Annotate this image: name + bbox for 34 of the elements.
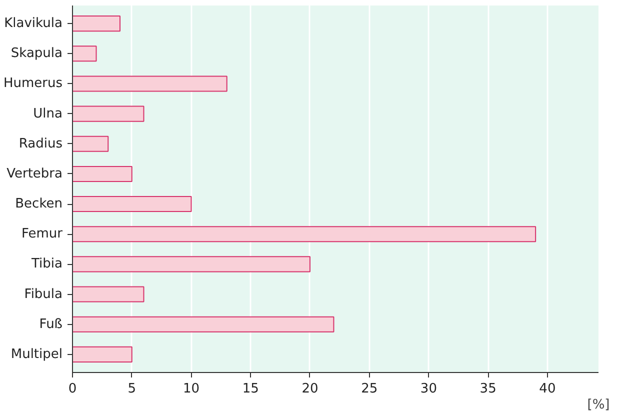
y-tick-label: Humerus: [3, 76, 63, 92]
y-tick-label: Klavikula: [4, 16, 63, 32]
y-tick-label: Vertebra: [6, 166, 63, 182]
y-tick-label: Fuß: [39, 316, 63, 332]
bar: [72, 136, 109, 152]
x-tick-label: 25: [361, 382, 378, 396]
x-tick-label: 15: [242, 382, 259, 396]
bar: [72, 76, 228, 92]
x-tick-label: 5: [128, 382, 136, 396]
bar: [72, 46, 97, 62]
bar: [72, 256, 310, 272]
x-tick-label: 35: [480, 382, 496, 396]
x-tick-label: 20: [302, 382, 318, 396]
y-tick-label: Multipel: [10, 346, 62, 362]
y-tick-label: Ulna: [33, 106, 63, 122]
bar: [72, 346, 132, 362]
x-axis-title: [%]: [587, 398, 610, 412]
bar: [72, 166, 132, 182]
bar: [72, 286, 144, 302]
bar: [72, 196, 192, 212]
y-tick-label: Becken: [15, 196, 63, 212]
bar: [72, 106, 144, 122]
y-tick-label: Fibula: [24, 286, 63, 302]
bar: [72, 316, 334, 332]
y-tick-label: Tibia: [30, 256, 62, 272]
bar: [72, 16, 120, 32]
x-tick-label: 30: [420, 382, 437, 396]
y-tick-label: Femur: [21, 226, 64, 242]
x-tick-label: 0: [68, 382, 77, 396]
x-tick-label: 40: [539, 382, 556, 396]
y-tick-label: Radius: [18, 136, 63, 152]
bar: [72, 226, 536, 242]
y-tick-label: Skapula: [10, 46, 63, 62]
x-tick-label: 10: [182, 382, 200, 396]
